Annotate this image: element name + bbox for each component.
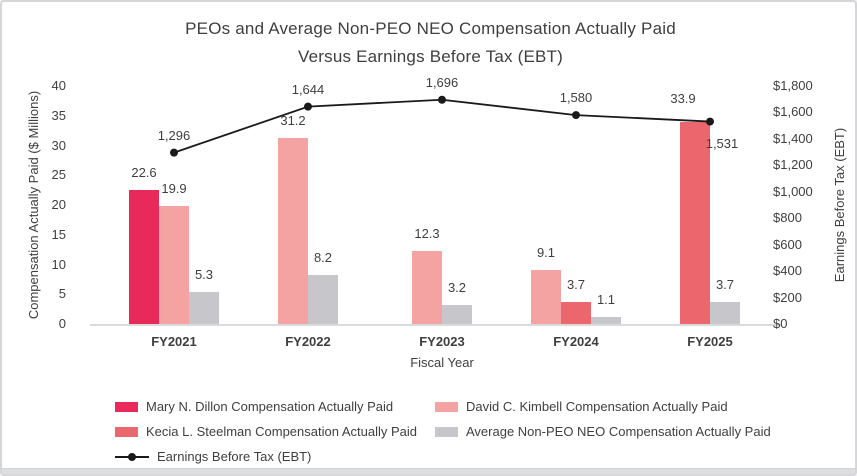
x-axis-tick-fy2025: FY2025 — [687, 334, 733, 349]
right-axis-tick: $1,800 — [773, 78, 813, 93]
ebt-value-label: 1,580 — [559, 90, 593, 106]
left-axis-tick: 20 — [51, 197, 66, 212]
right-axis-tick: $800 — [773, 210, 802, 226]
x-axis-tick-fy2023: FY2023 — [419, 334, 465, 349]
left-axis-tick: 35 — [51, 107, 66, 123]
left-axis-tick: 30 — [51, 137, 66, 153]
bar-avg_gray-fy2022 — [308, 275, 338, 324]
x-axis-tick-fy2021: FY2021 — [151, 334, 197, 349]
left-axis-tick: 25 — [51, 167, 66, 183]
ebt-value-label: 1,696 — [425, 74, 459, 90]
x-axis-title: Fiscal Year — [410, 355, 474, 370]
legend-item-mary: Mary N. Dillon Compensation Actually Pai… — [115, 399, 393, 414]
x-axis-tick-fy2024: FY2024 — [553, 334, 599, 349]
bar-david-fy2021 — [159, 205, 189, 324]
bar-value-label: 3.2 — [447, 279, 467, 295]
right-axis-title: Earnings Before Tax (EBT) — [832, 127, 847, 283]
left-axis-tick: 5 — [58, 286, 66, 302]
bar-david-fy2022 — [278, 138, 308, 324]
ebt-value-label: 1,531 — [705, 135, 739, 151]
left-axis-tick: 0 — [58, 316, 66, 331]
legend-item-label: Earnings Before Tax (EBT) — [157, 449, 312, 464]
legend-line-dot — [128, 452, 136, 461]
avg_gray-swatch-icon — [435, 426, 458, 437]
bar-value-label: 31.2 — [280, 113, 306, 129]
bar-mary-fy2021 — [129, 189, 159, 324]
legend-item-label: Mary N. Dillon Compensation Actually Pai… — [146, 399, 394, 414]
bar-david-fy2023 — [412, 250, 442, 324]
right-axis-tick: $1,200 — [773, 157, 813, 173]
left-axis-tick: 15 — [51, 226, 66, 242]
bar-david-fy2024 — [531, 269, 561, 324]
right-axis-tick: $1,000 — [773, 183, 813, 199]
ebt-value-label: 1,296 — [157, 127, 191, 143]
bar-value-label: 8.2 — [313, 250, 333, 266]
legend-line-stroke — [115, 455, 149, 458]
x-axis-tick-fy2022: FY2022 — [285, 334, 331, 349]
ebt-point-fy2024 — [572, 111, 580, 120]
ebt-point-fy2021 — [170, 148, 178, 157]
legend-item-label: David C. Kimbell Compensation Actually P… — [466, 399, 728, 414]
bar-avg_gray-fy2021 — [189, 292, 219, 324]
legend-item-ebt_line: Earnings Before Tax (EBT) — [115, 449, 311, 464]
right-axis-tick: $1,600 — [773, 104, 813, 120]
legend-item-label: Average Non-PEO NEO Compensation Actuall… — [466, 424, 771, 439]
mary-swatch-icon — [115, 401, 138, 412]
kecia-swatch-icon — [115, 426, 138, 437]
bar-kecia-fy2024 — [561, 301, 591, 324]
right-axis-tick: $1,400 — [773, 130, 813, 146]
ebt-point-fy2022 — [304, 102, 312, 111]
chart-title-line2: Versus Earnings Before Tax (EBT) — [298, 47, 563, 66]
bar-value-label: 9.1 — [536, 244, 556, 260]
bar-avg_gray-fy2023 — [442, 304, 472, 324]
right-axis-tick: $600 — [773, 236, 802, 252]
legend-item-label: Kecia L. Steelman Compensation Actually … — [146, 424, 417, 439]
left-axis-tick: 10 — [51, 256, 66, 272]
bar-value-label: 22.6 — [131, 164, 157, 180]
right-axis-tick: $0 — [773, 316, 788, 331]
bar-avg_gray-fy2024 — [591, 317, 621, 324]
chart-title-line1: PEOs and Average Non-PEO NEO Compensatio… — [185, 19, 676, 38]
left-axis-tick: 40 — [51, 78, 66, 93]
bar-value-label: 33.9 — [670, 91, 696, 107]
bar-value-label: 1.1 — [596, 292, 616, 308]
legend-item-avg_gray: Average Non-PEO NEO Compensation Actuall… — [435, 424, 771, 439]
legend-item-david: David C. Kimbell Compensation Actually P… — [435, 399, 728, 414]
bar-kecia-fy2025 — [680, 122, 710, 324]
bar-value-label: 5.3 — [194, 267, 214, 283]
bar-value-label: 19.9 — [161, 180, 187, 196]
right-axis-tick: $400 — [773, 263, 802, 279]
legend-item-kecia: Kecia L. Steelman Compensation Actually … — [115, 424, 417, 439]
bar-value-label: 12.3 — [414, 225, 440, 241]
ebt-point-fy2023 — [438, 95, 446, 104]
right-axis-tick: $200 — [773, 289, 802, 305]
ebt-value-label: 1,644 — [291, 81, 325, 97]
bar-value-label: 3.7 — [566, 276, 586, 292]
chart-title: PEOs and Average Non-PEO NEO Compensatio… — [2, 15, 855, 71]
bar-avg_gray-fy2025 — [710, 301, 740, 324]
x-axis-line — [90, 324, 782, 326]
david-swatch-icon — [435, 401, 458, 412]
ebt-line-legend-icon — [115, 452, 149, 462]
bottom-strip — [2, 468, 855, 474]
bar-value-label: 3.7 — [715, 276, 735, 292]
